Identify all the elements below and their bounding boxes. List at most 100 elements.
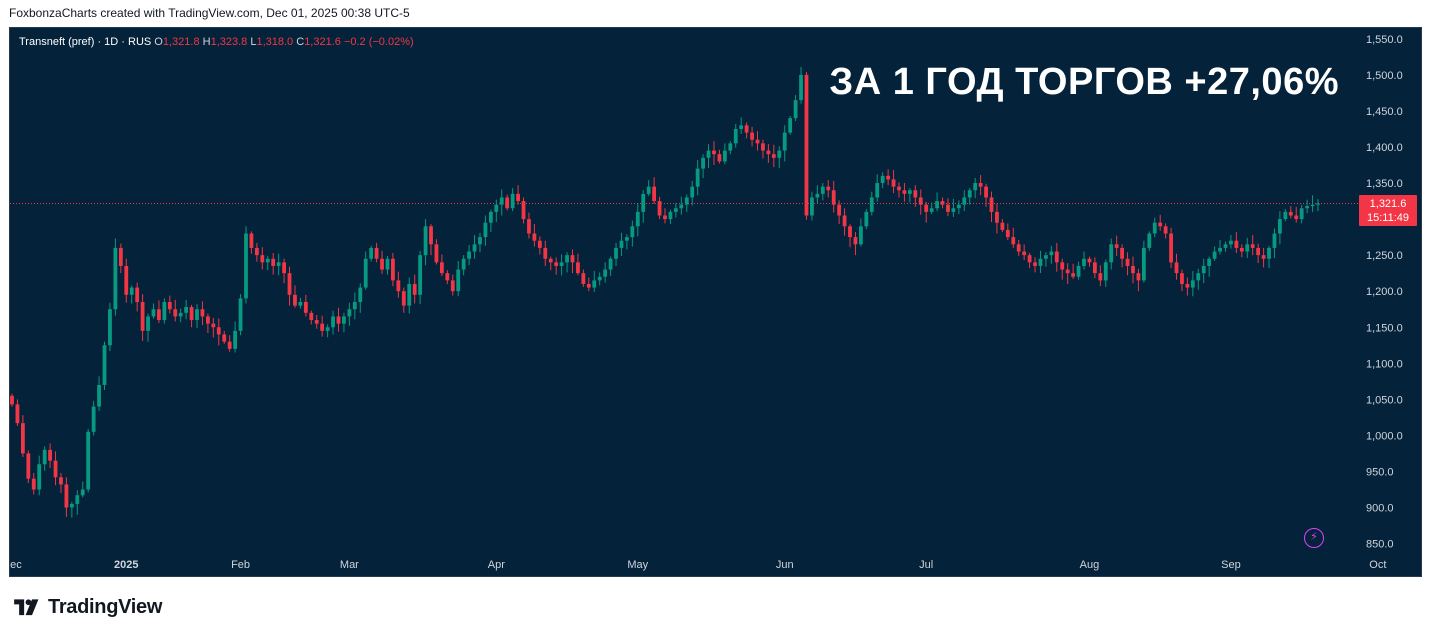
candle-body [1245, 244, 1250, 252]
candle-body [929, 208, 934, 212]
candle-body [1011, 237, 1016, 245]
candle-body [673, 208, 678, 212]
candle-body [902, 190, 907, 194]
candle-body [380, 258, 384, 270]
candle-body [603, 269, 608, 277]
candle-body [325, 327, 330, 331]
high-value: 1,323.8 [210, 36, 248, 48]
candle-body [570, 255, 575, 263]
y-tick-label: 1,000.0 [1366, 430, 1403, 442]
candle-body [244, 233, 248, 299]
candle-body [1261, 255, 1266, 259]
candle-body [314, 320, 319, 324]
candle-body [592, 280, 597, 288]
candle-body [108, 309, 112, 346]
x-tick-label: Oct [1369, 559, 1386, 571]
candle-body [173, 309, 178, 317]
candle-body [1141, 247, 1146, 281]
candle-body [86, 431, 91, 490]
candle-body [396, 280, 401, 292]
candle-body [1283, 211, 1288, 220]
candle-body [967, 190, 972, 198]
y-tick-label: 1,500.0 [1366, 70, 1403, 82]
candle-body [1016, 244, 1021, 252]
candle-body [858, 226, 863, 245]
candle-body [363, 258, 368, 288]
candle-body [880, 175, 885, 184]
candle-body [1109, 244, 1114, 263]
candle-body [1229, 240, 1233, 245]
candle-body [782, 132, 787, 151]
candle-body [331, 316, 335, 328]
candle-body [478, 237, 482, 245]
candle-body [298, 302, 303, 306]
candle-body [118, 247, 123, 266]
candle-body [1076, 265, 1081, 277]
candle-body [151, 309, 156, 317]
candle-body [293, 294, 297, 306]
headline-annotation: ЗА 1 ГОД ТОРГОВ +27,06% [829, 61, 1339, 103]
candle-body [418, 255, 423, 295]
candle-body [97, 384, 101, 407]
candle-body [434, 244, 439, 263]
candle-body [412, 283, 417, 295]
candle-body [668, 211, 673, 220]
candle-body [347, 309, 352, 317]
candle-body [342, 316, 346, 324]
lightning-icon[interactable]: ⚡ [1304, 528, 1324, 548]
y-tick-label: 1,250.0 [1366, 250, 1403, 262]
chart-panel[interactable]: 850.0 900.0 950.0 1,000.0 1,050.0 1,100.0 1,15… [9, 27, 1422, 577]
candle-body [918, 197, 923, 205]
candle-body [804, 74, 809, 216]
y-tick-label: 1,400.0 [1366, 142, 1403, 154]
candle-body [369, 247, 374, 259]
candle-body [750, 132, 754, 140]
candlestick-chart[interactable]: 850.0 900.0 950.0 1,000.0 1,050.0 1,100.0 1,15… [10, 28, 1422, 577]
candle-body [815, 193, 820, 198]
candle-body [276, 262, 281, 266]
candle-body [499, 197, 504, 205]
candle-body [875, 183, 880, 198]
candle-body [265, 258, 270, 263]
candle-body [1250, 244, 1255, 248]
candle-body [826, 186, 831, 191]
candle-body [1114, 244, 1119, 248]
candle-body [450, 280, 455, 292]
candle-body [1288, 211, 1293, 216]
candle-body [559, 262, 564, 266]
candle-body [488, 211, 493, 223]
candle-body [625, 237, 629, 241]
candle-body [1060, 262, 1065, 270]
candle-body [799, 74, 803, 101]
candle-body [646, 186, 651, 194]
candle-body [309, 312, 314, 321]
candle-body [597, 276, 602, 281]
candle-body [26, 453, 31, 479]
candle-body [521, 201, 526, 220]
candle-body [924, 204, 929, 212]
candle-body [37, 464, 42, 490]
candle-body [733, 128, 738, 144]
candle-body [211, 323, 216, 328]
candle-body [64, 484, 69, 508]
candle-body [1033, 262, 1037, 266]
candle-body [630, 226, 635, 238]
candle-body [1239, 247, 1244, 252]
tradingview-logo-icon [14, 598, 39, 615]
candle-body [695, 168, 700, 187]
high-label: H [202, 36, 211, 48]
candle-body [189, 307, 194, 321]
bar-countdown: 15:11:49 [1366, 212, 1409, 224]
candle-body [722, 150, 727, 162]
candle-body [69, 503, 74, 508]
candle-body [886, 175, 891, 180]
x-tick-label: Dec [10, 559, 22, 571]
brand-name: TradingView [48, 596, 163, 618]
symbol-title[interactable]: Transneft (pref) · 1D · RUS [19, 36, 152, 48]
candle-body [15, 404, 20, 424]
tradingview-logo[interactable]: TradingView [12, 596, 162, 619]
candle-body [1234, 240, 1239, 248]
candle-body [548, 258, 553, 263]
candle-body [837, 204, 842, 216]
candle-body [48, 449, 52, 461]
